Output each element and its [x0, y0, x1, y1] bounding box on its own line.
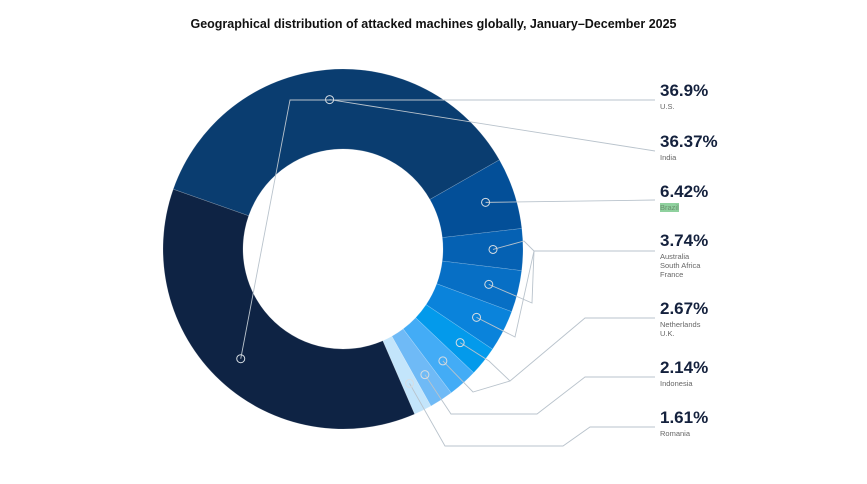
legend-value: 1.61%	[660, 408, 709, 427]
leader-dot	[472, 312, 482, 322]
legend-value: 2.14%	[660, 358, 709, 377]
legend-group: 3.74% Australia South Africa France	[660, 231, 708, 279]
legend-name: U.S.	[660, 102, 675, 111]
legend-value: 36.37%	[660, 132, 718, 151]
chart-title: Geographical distribution of attacked ma…	[190, 17, 677, 31]
leader-dot	[484, 279, 494, 289]
legend-group: 36.37% India	[660, 132, 718, 162]
leader-line-south-africa	[488, 250, 535, 304]
legend-group: 36.9% U.S.	[660, 81, 708, 111]
slice-south-africa	[436, 260, 523, 313]
legend-group: 2.67% Netherlands U.K.	[660, 299, 708, 338]
slice-u-s	[162, 188, 415, 430]
leader-line-australia	[492, 240, 655, 252]
legend-value: 2.67%	[660, 299, 709, 318]
legend-group: 1.61% Romania	[660, 408, 708, 438]
leader-line-indonesia	[424, 374, 655, 415]
leader-dot	[236, 354, 246, 364]
legend-name: France	[660, 270, 684, 279]
leader-line-uk	[442, 360, 511, 393]
legend-name: Romania	[660, 429, 691, 438]
leader-line-romania	[409, 383, 655, 447]
leader-dot	[325, 95, 335, 105]
legend-value: 3.74%	[660, 231, 709, 250]
leader-line-india	[329, 99, 656, 152]
legend-name: Brazil	[660, 203, 708, 212]
legend-name: Australia	[660, 252, 690, 261]
legend-name: Indonesia	[660, 379, 693, 388]
leader-dot	[405, 378, 415, 388]
legend-name: India	[660, 153, 677, 162]
legend-name: Netherlands	[660, 320, 701, 329]
leader-line-us	[240, 99, 655, 359]
legend-group: 2.14% Indonesia	[660, 358, 708, 388]
legend-value: 6.42%	[660, 182, 709, 201]
slice-india	[172, 68, 500, 217]
leader-dot	[481, 197, 491, 207]
leader-dot	[488, 244, 498, 254]
legend-group: 6.42% Brazil	[660, 182, 708, 212]
legend-name: U.K.	[660, 329, 675, 338]
slice-france	[425, 283, 513, 350]
legend-value: 36.9%	[660, 81, 709, 100]
leader-line-france	[476, 250, 535, 338]
leader-dot	[455, 338, 465, 348]
legend-name: Brazil	[660, 203, 679, 212]
legend-name: South Africa	[660, 261, 701, 270]
slice-romania	[382, 335, 432, 415]
leader-line-brazil	[485, 199, 656, 203]
leader-dot	[438, 356, 448, 366]
leader-dot	[420, 370, 430, 380]
